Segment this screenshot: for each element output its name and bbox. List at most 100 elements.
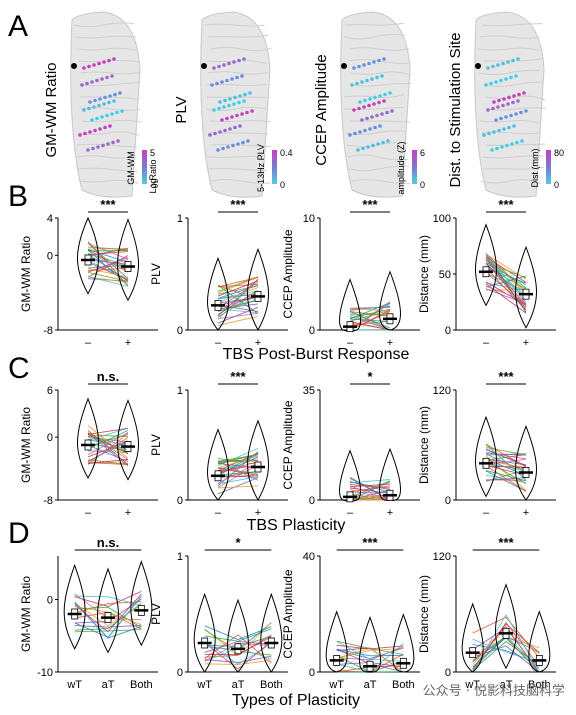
electrode-dot [506, 102, 510, 106]
y-tick-label: 0 [309, 667, 315, 679]
colorbar [546, 150, 551, 184]
brain-gyrus [348, 165, 410, 172]
y-tick-label: 1 [177, 385, 183, 397]
x-tick-label: – [85, 337, 92, 349]
brain-gyrus [76, 155, 137, 159]
electrode-dot [517, 92, 521, 97]
chart-b-1: 1 0 PLV – + *** [149, 197, 288, 349]
violin [63, 563, 86, 650]
electrode-dot [360, 118, 364, 122]
electrode-dot [382, 57, 386, 61]
stim-site-marker [341, 63, 347, 69]
electrode-dot [487, 131, 491, 136]
significance-label: *** [230, 197, 246, 212]
pair-line [349, 301, 391, 331]
chart-d-0: 0 -10 GM-WM Ratio wT aT Both n.s. [19, 535, 158, 691]
pair-line [485, 282, 527, 292]
electrode-dot [210, 83, 214, 87]
electrode-dot [220, 80, 224, 84]
colorbar-bottom-label: 0 [554, 180, 559, 190]
brain-gyrus [349, 120, 410, 123]
electrode-dot [248, 91, 252, 95]
x-tick-label: wT [196, 679, 212, 691]
electrode-dot [512, 124, 516, 128]
x-tick-label: aT [232, 679, 245, 691]
pair-line [204, 641, 272, 653]
pair-line [336, 646, 404, 661]
pair-line [217, 454, 259, 474]
brain-gyrus [351, 82, 412, 87]
x-tick-label: + [255, 337, 261, 349]
electrode-dot [390, 109, 394, 113]
electrode-dot [377, 100, 381, 105]
electrode-dot [382, 99, 386, 103]
pair-line [349, 479, 391, 484]
brain-gyrus [76, 47, 137, 52]
pair-line [87, 243, 129, 260]
electrode-dot [380, 74, 384, 78]
pair-line [217, 296, 259, 306]
electrode-dot [375, 75, 379, 80]
electrode-dot [512, 94, 516, 98]
electrode-dot [489, 81, 493, 86]
pair-line [217, 290, 259, 300]
electrode-dot [80, 83, 84, 87]
electrode-dot [250, 109, 254, 113]
violin [193, 592, 216, 673]
colorbar-bottom-label: -5 [150, 180, 158, 190]
x-tick-label: – [85, 507, 92, 519]
electrode-dot [92, 105, 96, 109]
significance-label: * [235, 535, 241, 550]
pair-line [485, 253, 527, 280]
pair-line [204, 634, 272, 664]
electrode-dot [118, 91, 122, 95]
electrode-dot [226, 145, 230, 149]
stim-site-marker [201, 63, 207, 69]
electrode-dot [90, 80, 94, 84]
electrode-dot [373, 125, 377, 130]
brain-gyrus [78, 179, 139, 184]
row-title-c: TBS Plasticity [247, 517, 346, 534]
y-axis-label: Distance (mm) [417, 575, 431, 653]
electrode-dot [358, 100, 362, 104]
brain-title: PLV [173, 96, 190, 123]
electrode-dot [237, 58, 241, 63]
electrode-dot [245, 110, 249, 115]
brain-gyrus [210, 120, 271, 123]
brain-gyrus [478, 69, 539, 76]
brain-gyrus [348, 47, 410, 51]
colorbar [272, 150, 277, 184]
pair-line [74, 593, 142, 633]
chart-c-0: 6 0 -8 GM-WM Ratio – + n.s. [19, 369, 158, 519]
electrode-dot [376, 142, 380, 146]
pair-line [336, 641, 404, 662]
pair-line [204, 625, 272, 641]
electrode-dot [367, 103, 371, 108]
electrode-dot [93, 128, 97, 133]
electrode-dot [228, 127, 232, 131]
pair-line [485, 263, 527, 299]
electrode-dot [208, 133, 212, 137]
electrode-dot [93, 98, 97, 103]
electrode-dot [497, 98, 501, 103]
electrode-dot [212, 66, 216, 70]
electrode-dot [108, 94, 112, 98]
electrode-dot [494, 80, 498, 84]
electrode-dot [383, 92, 387, 97]
electrode-dot [225, 116, 229, 121]
electrode-dot [235, 75, 239, 80]
pair-line [87, 427, 129, 435]
pair-line [87, 425, 129, 459]
brain-gyrus [483, 166, 544, 170]
brain-title: CCEP Amplitude [313, 54, 330, 165]
significance-label: *** [498, 197, 514, 212]
electrode-dot [215, 81, 219, 86]
chart-c-1: 1 0 PLV – + *** [149, 369, 288, 519]
colorbar-bottom-label: 0 [420, 180, 425, 190]
electrode-dot [97, 61, 101, 66]
y-axis-label: CCEP Amplitude [281, 400, 295, 489]
y-tick-label: 100 [433, 213, 451, 225]
pair-line [74, 624, 142, 628]
brain-gyrus [485, 107, 546, 111]
y-tick-label: 120 [433, 551, 451, 563]
